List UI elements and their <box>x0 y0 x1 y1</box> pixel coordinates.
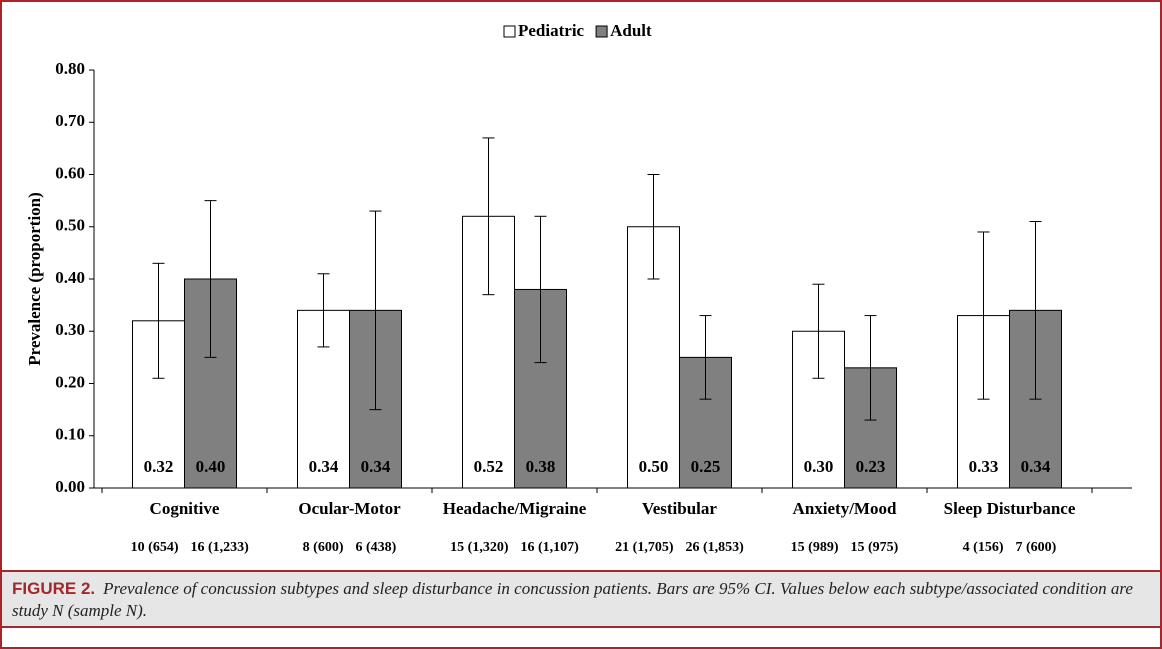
y-tick-label: 0.80 <box>55 59 85 78</box>
y-tick-label: 0.10 <box>55 425 85 444</box>
study-n-label: 26 (1,853) <box>686 540 745 555</box>
caption-text: Prevalence of concussion subtypes and sl… <box>12 579 1133 620</box>
value-label: 0.38 <box>526 457 556 476</box>
y-tick-label: 0.40 <box>55 268 85 287</box>
study-n-label: 16 (1,233) <box>191 540 250 555</box>
value-label: 0.23 <box>856 457 886 476</box>
study-n-label: 15 (989) <box>791 540 839 555</box>
value-label: 0.50 <box>639 457 669 476</box>
study-n-label: 7 (600) <box>1016 540 1057 555</box>
y-tick-label: 0.20 <box>55 372 85 391</box>
y-axis-label: Prevalence (proportion) <box>25 192 44 366</box>
value-label: 0.40 <box>196 457 226 476</box>
legend-label: Pediatric <box>518 21 585 40</box>
study-n-label: 10 (654) <box>131 540 179 555</box>
study-n-label: 16 (1,107) <box>521 540 580 555</box>
study-n-label: 4 (156) <box>963 540 1004 555</box>
x-tick-label: Headache/Migraine <box>443 499 587 518</box>
value-label: 0.30 <box>804 457 834 476</box>
caption-label: FIGURE 2. <box>12 579 96 598</box>
legend-swatch <box>595 25 608 38</box>
study-n-label: 15 (975) <box>851 540 899 555</box>
y-tick-label: 0.60 <box>55 163 85 182</box>
y-tick-label: 0.50 <box>55 216 85 235</box>
legend-label: Adult <box>610 21 652 40</box>
legend-swatch <box>503 25 516 38</box>
value-label: 0.52 <box>474 457 504 476</box>
value-label: 0.33 <box>969 457 999 476</box>
caption: FIGURE 2. Prevalence of concussion subtyp… <box>2 570 1160 628</box>
x-tick-label: Ocular-Motor <box>298 499 401 518</box>
x-tick-label: Sleep Disturbance <box>944 499 1076 518</box>
x-tick-label: Anxiety/Mood <box>793 499 897 518</box>
study-n-label: 21 (1,705) <box>615 540 674 555</box>
study-n-label: 6 (438) <box>356 540 397 555</box>
y-tick-label: 0.30 <box>55 320 85 339</box>
chart: Prevalence (proportion) 0.00 0.10 0.20 0.30… <box>25 21 1132 555</box>
value-label: 0.25 <box>691 457 721 476</box>
study-n-label: 8 (600) <box>303 540 344 555</box>
value-label: 0.34 <box>361 457 391 476</box>
x-tick-label: Vestibular <box>642 499 717 518</box>
value-label: 0.34 <box>1021 457 1051 476</box>
y-tick-label: 0.00 <box>55 477 85 496</box>
x-tick-label: Cognitive <box>150 499 220 518</box>
study-n-label: 15 (1,320) <box>450 540 509 555</box>
value-label: 0.34 <box>309 457 339 476</box>
y-tick-label: 0.70 <box>55 111 85 130</box>
value-label: 0.32 <box>144 457 174 476</box>
